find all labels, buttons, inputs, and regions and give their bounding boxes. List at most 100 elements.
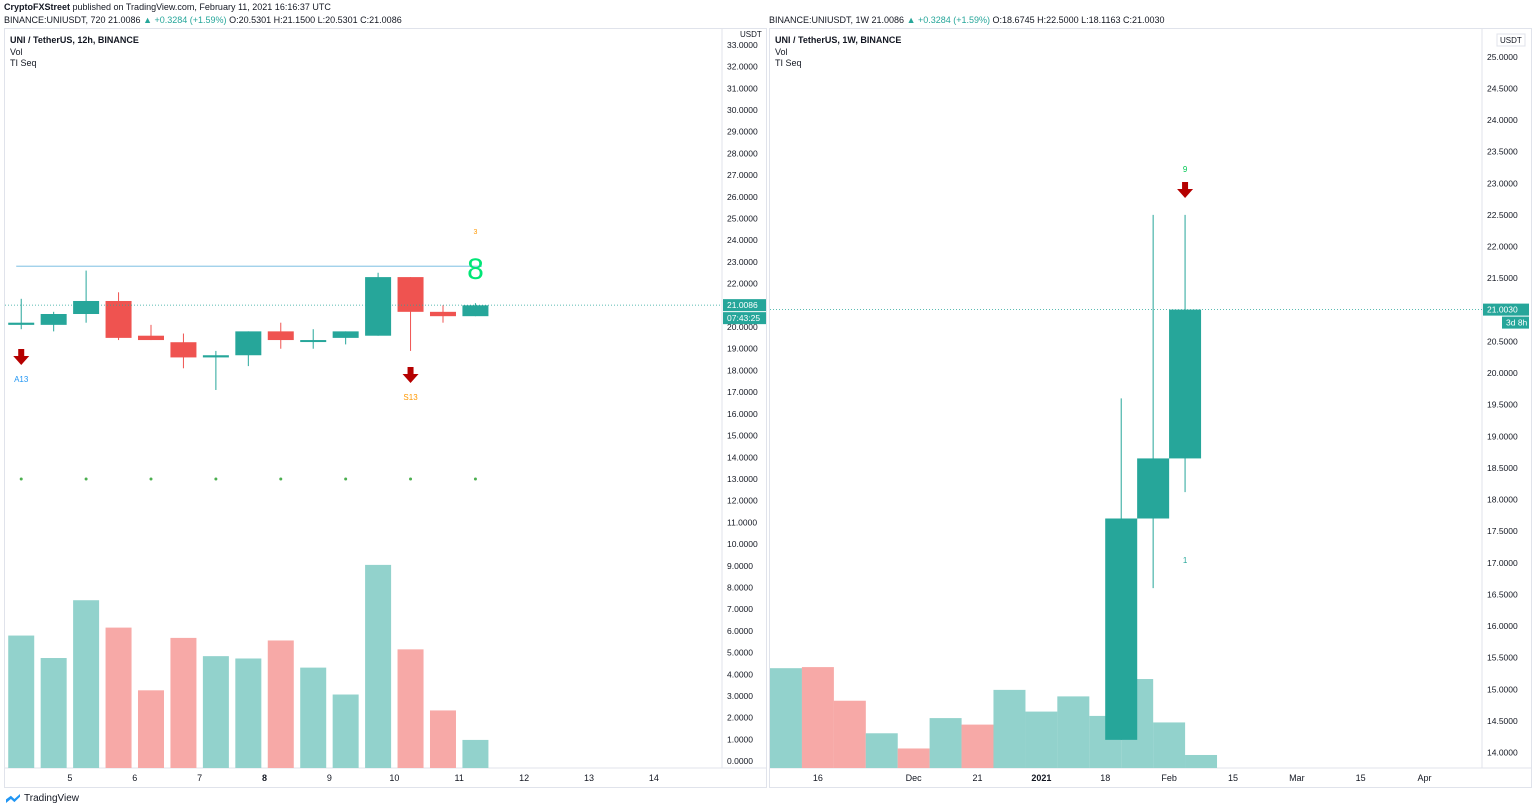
volume-bar bbox=[170, 637, 197, 768]
publish-info: CryptoFXStreet published on TradingView.… bbox=[4, 2, 331, 12]
seq-count-8: 8 bbox=[467, 253, 484, 286]
y-tick-label: 29.0000 bbox=[727, 127, 758, 137]
price-label-bg bbox=[723, 299, 766, 312]
x-tick-label: 7 bbox=[197, 773, 202, 783]
setup-dot bbox=[149, 477, 153, 481]
x-tick-label: 9 bbox=[327, 773, 332, 783]
x-tick-label: 11 bbox=[455, 773, 464, 783]
y-tick-label: 22.0000 bbox=[727, 279, 758, 289]
right-change: ▲ +0.3284 (+1.59%) bbox=[906, 15, 991, 25]
x-tick-label: Apr bbox=[1418, 773, 1432, 783]
y-tick-label: 23.5000 bbox=[1487, 147, 1518, 157]
currency-label: USDT bbox=[1500, 36, 1522, 45]
y-tick-label: 3.0000 bbox=[727, 691, 753, 701]
candle-body bbox=[462, 305, 489, 317]
volume-bar bbox=[1185, 754, 1218, 768]
y-tick-label: 2.0000 bbox=[727, 713, 753, 723]
setup-dot bbox=[409, 477, 413, 481]
y-tick-label: 25.0000 bbox=[1487, 52, 1518, 62]
setup-dot bbox=[279, 477, 283, 481]
tradingview-logo[interactable]: TradingView bbox=[6, 793, 79, 804]
y-tick-label: 15.5000 bbox=[1487, 653, 1518, 663]
y-tick-label: 22.0000 bbox=[1487, 242, 1518, 252]
right-legend-title: UNI / TetherUS, 1W, BINANCE bbox=[775, 35, 902, 45]
countdown-label: 07:43:25 bbox=[727, 313, 760, 323]
currency-label: USDT bbox=[740, 30, 762, 39]
x-tick-label: 6 bbox=[132, 773, 137, 783]
x-tick-label: Dec bbox=[906, 773, 923, 783]
y-tick-label: 20.0000 bbox=[1487, 368, 1518, 378]
setup-dot bbox=[19, 477, 23, 481]
right-symbol-header: BINANCE:UNIUSDT, 1W 21.0086 ▲ +0.3284 (+… bbox=[769, 15, 1165, 25]
y-tick-label: 20.5000 bbox=[1487, 336, 1518, 346]
volume-bar bbox=[429, 710, 456, 768]
left-legend: UNI / TetherUS, 12h, BINANCE Vol TI Seq bbox=[10, 35, 139, 70]
volume-bar bbox=[202, 656, 229, 768]
candle-body bbox=[397, 277, 424, 312]
left-legend-title: UNI / TetherUS, 12h, BINANCE bbox=[10, 35, 139, 45]
volume-bar bbox=[1025, 711, 1058, 768]
volume-bar bbox=[137, 690, 164, 768]
y-tick-label: 16.5000 bbox=[1487, 589, 1518, 599]
setup-dot bbox=[214, 477, 218, 481]
volume-bar bbox=[897, 748, 930, 768]
x-tick-label: 10 bbox=[389, 773, 399, 783]
right-chart-panel[interactable]: UNI / TetherUS, 1W, BINANCE Vol TI Seq 1… bbox=[769, 28, 1532, 788]
x-tick-label: 8 bbox=[262, 773, 267, 783]
volume-bar bbox=[770, 668, 802, 768]
y-tick-label: 4.0000 bbox=[727, 669, 753, 679]
left-chart-panel[interactable]: UNI / TetherUS, 12h, BINANCE Vol TI Seq … bbox=[4, 28, 767, 788]
tradingview-logo-icon bbox=[6, 794, 20, 803]
y-tick-label: 12.0000 bbox=[727, 496, 758, 506]
y-tick-label: 14.5000 bbox=[1487, 716, 1518, 726]
x-tick-label: 13 bbox=[584, 773, 594, 783]
y-tick-label: 6.0000 bbox=[727, 626, 753, 636]
y-tick-label: 24.5000 bbox=[1487, 83, 1518, 93]
countdown-label: 3d 8h bbox=[1506, 318, 1528, 328]
y-tick-label: 17.0000 bbox=[1487, 558, 1518, 568]
volume-bar bbox=[105, 627, 132, 768]
y-tick-label: 28.0000 bbox=[727, 148, 758, 158]
volume-bar bbox=[267, 640, 294, 768]
setup-dot bbox=[344, 477, 348, 481]
y-tick-label: 7.0000 bbox=[727, 604, 753, 614]
x-tick-label: 15 bbox=[1356, 773, 1366, 783]
y-tick-label: 9.0000 bbox=[727, 561, 753, 571]
x-tick-label: 14 bbox=[649, 773, 659, 783]
candle-body bbox=[170, 342, 197, 358]
x-tick-label: 15 bbox=[1228, 773, 1238, 783]
left-legend-ti: TI Seq bbox=[10, 58, 37, 68]
volume-bar bbox=[332, 694, 359, 768]
candle-body bbox=[300, 340, 327, 343]
volume-bar bbox=[833, 700, 866, 768]
left-symbol-header: BINANCE:UNIUSDT, 720 21.0086 ▲ +0.3284 (… bbox=[4, 15, 402, 25]
y-tick-label: 18.0000 bbox=[1487, 495, 1518, 505]
x-tick-label: Feb bbox=[1161, 773, 1177, 783]
right-chart: 14.0000 14.5000 15.0000 15.5000 16.0000 16.50… bbox=[770, 29, 1531, 783]
volume-bar bbox=[1057, 696, 1090, 768]
y-tick-label: 8.0000 bbox=[727, 583, 753, 593]
candle-body bbox=[8, 322, 35, 325]
sell-arrow-icon bbox=[1177, 182, 1194, 198]
y-tick-label: 19.0000 bbox=[1487, 431, 1518, 441]
candle-body bbox=[332, 331, 359, 338]
candle-body bbox=[137, 335, 164, 341]
y-tick-label: 10.0000 bbox=[727, 539, 758, 549]
y-tick-label: 19.0000 bbox=[727, 344, 758, 354]
volume-bar bbox=[397, 649, 424, 768]
y-tick-label: 0.0000 bbox=[727, 756, 753, 766]
volume-bar bbox=[993, 689, 1026, 768]
volume-bar bbox=[300, 667, 327, 768]
y-tick-label: 23.0000 bbox=[727, 257, 758, 267]
y-tick-label: 31.0000 bbox=[727, 83, 758, 93]
candle-body bbox=[73, 300, 100, 315]
y-tick-label: 15.0000 bbox=[1487, 684, 1518, 694]
setup-dot bbox=[473, 477, 477, 481]
y-tick-label: 18.5000 bbox=[1487, 463, 1518, 473]
seq-count-9: 9 bbox=[1183, 165, 1188, 174]
volume-bar bbox=[235, 658, 262, 768]
y-tick-label: 32.0000 bbox=[727, 62, 758, 72]
y-tick-label: 1.0000 bbox=[727, 734, 753, 744]
left-change: ▲ +0.3284 (+1.59%) bbox=[143, 15, 227, 25]
y-tick-label: 15.0000 bbox=[727, 431, 758, 441]
